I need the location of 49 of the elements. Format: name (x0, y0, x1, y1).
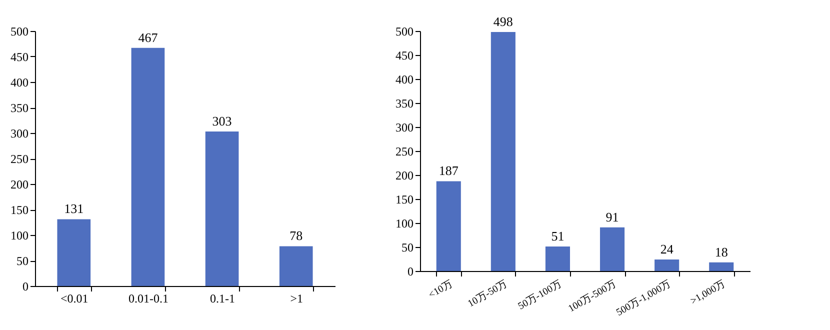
data-label: 303 (212, 113, 232, 128)
y-tick-label: 100 (10, 228, 28, 242)
y-tick-label: 500 (10, 24, 28, 38)
y-tick-label: 450 (10, 50, 28, 64)
bar (600, 227, 625, 271)
y-tick-label: 250 (396, 144, 414, 158)
y-tick-label: 150 (10, 203, 28, 217)
y-tick-label: 400 (396, 72, 414, 86)
y-tick-label: 0 (22, 280, 28, 294)
y-tick-label: 350 (396, 96, 414, 110)
x-tick-label: 10万-50万 (466, 278, 510, 310)
data-label: 78 (290, 228, 303, 244)
bar (279, 246, 313, 286)
bar (57, 219, 91, 286)
y-tick-label: 50 (402, 240, 414, 254)
y-tick-label: 250 (10, 152, 28, 166)
x-tick-label: <10万 (426, 278, 455, 301)
bar (545, 246, 570, 271)
x-tick-label: 0.01-0.1 (128, 292, 168, 306)
bar (131, 48, 165, 286)
data-label: 467 (138, 30, 158, 45)
y-tick-label: 350 (10, 101, 28, 115)
y-tick-label: 50 (16, 254, 28, 268)
y-tick-label: 450 (396, 48, 414, 62)
data-label: 498 (493, 14, 513, 29)
bar (436, 181, 461, 271)
x-tick-label: >1 (290, 292, 303, 306)
y-tick-label: 200 (396, 168, 414, 182)
y-tick-label: 300 (10, 126, 28, 140)
y-tick-label: 500 (396, 24, 414, 38)
data-label: 18 (714, 244, 728, 260)
y-tick-label: 400 (10, 76, 28, 90)
x-tick-label: 0.1-1 (210, 292, 236, 306)
data-label: 187 (438, 163, 459, 178)
data-label: 51 (551, 228, 564, 244)
data-label: 24 (660, 241, 674, 256)
data-label: 91 (606, 209, 619, 224)
data-label: 131 (64, 201, 84, 216)
bar (709, 262, 734, 271)
y-tick-label: 0 (408, 264, 414, 278)
y-tick-label: 300 (396, 120, 414, 134)
y-tick-label: 100 (396, 216, 414, 230)
x-tick-label: <0.01 (60, 292, 88, 306)
y-tick-label: 150 (396, 192, 414, 206)
x-tick-label: 50万-100万 (516, 278, 564, 312)
bar (654, 259, 680, 271)
bar (490, 32, 516, 271)
y-tick-label: 200 (10, 178, 28, 192)
bar (205, 131, 239, 286)
